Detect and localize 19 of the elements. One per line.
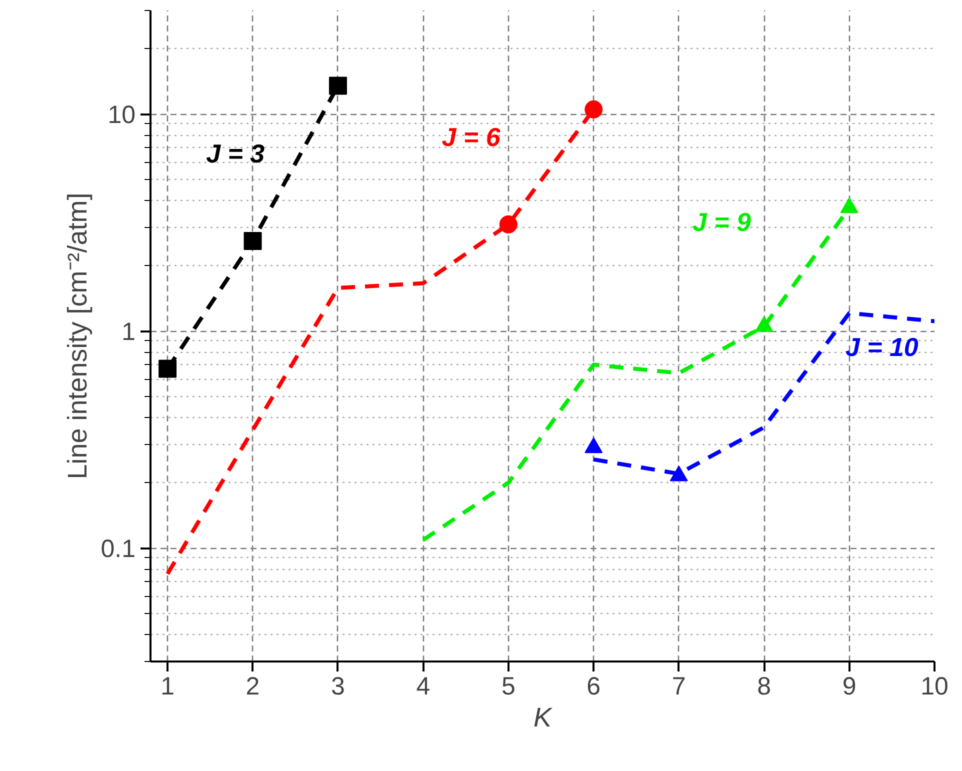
x-tick-label: 10: [920, 672, 948, 700]
x-tick-label: 1: [160, 672, 174, 700]
y-tick-label: 0.1: [100, 535, 136, 564]
x-tick-label: 3: [331, 672, 345, 700]
x-tick-label: 5: [501, 672, 516, 700]
y-axis-title: Line intensity [cm⁻²/atm]: [62, 192, 93, 480]
series-label: J = 3: [206, 138, 266, 168]
x-tick-label: 2: [246, 672, 260, 700]
series-label: J = 6: [442, 122, 501, 152]
x-axis-title: K: [533, 702, 552, 732]
y-tick-label: 1: [122, 318, 136, 346]
x-tick-label: 6: [586, 672, 601, 700]
x-tick-label: 7: [672, 672, 686, 700]
text: J = 9: [692, 207, 752, 238]
x-tick-label: 4: [416, 672, 430, 700]
y-tick-label: 10: [108, 101, 136, 130]
series-label: J = 10: [845, 332, 919, 362]
x-tick-label: 8: [757, 672, 772, 700]
x-tick-label: 9: [842, 672, 856, 700]
